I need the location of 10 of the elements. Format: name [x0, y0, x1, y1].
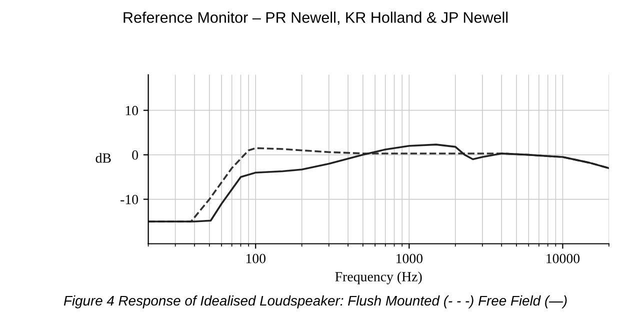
y-tick-label: 0 [132, 150, 138, 160]
chart-title: Reference Monitor – PR Newell, KR Holland & JP Newell [124, 12, 508, 25]
y-tick-label: -10 [120, 194, 138, 204]
y-axis-title: dB [96, 152, 111, 163]
x-tick-label: 10000 [546, 254, 580, 264]
x-axis-title: Frequency (Hz) [335, 272, 422, 284]
caption: Figure 4 Response of Idealised Loudspeaker: Flush Mounted (- - -) Free Field (—) [64, 295, 567, 308]
x-tick-label: 1000 [396, 254, 423, 264]
x-tick-label: 100 [246, 254, 266, 264]
y-tick-label: 10 [126, 106, 138, 116]
